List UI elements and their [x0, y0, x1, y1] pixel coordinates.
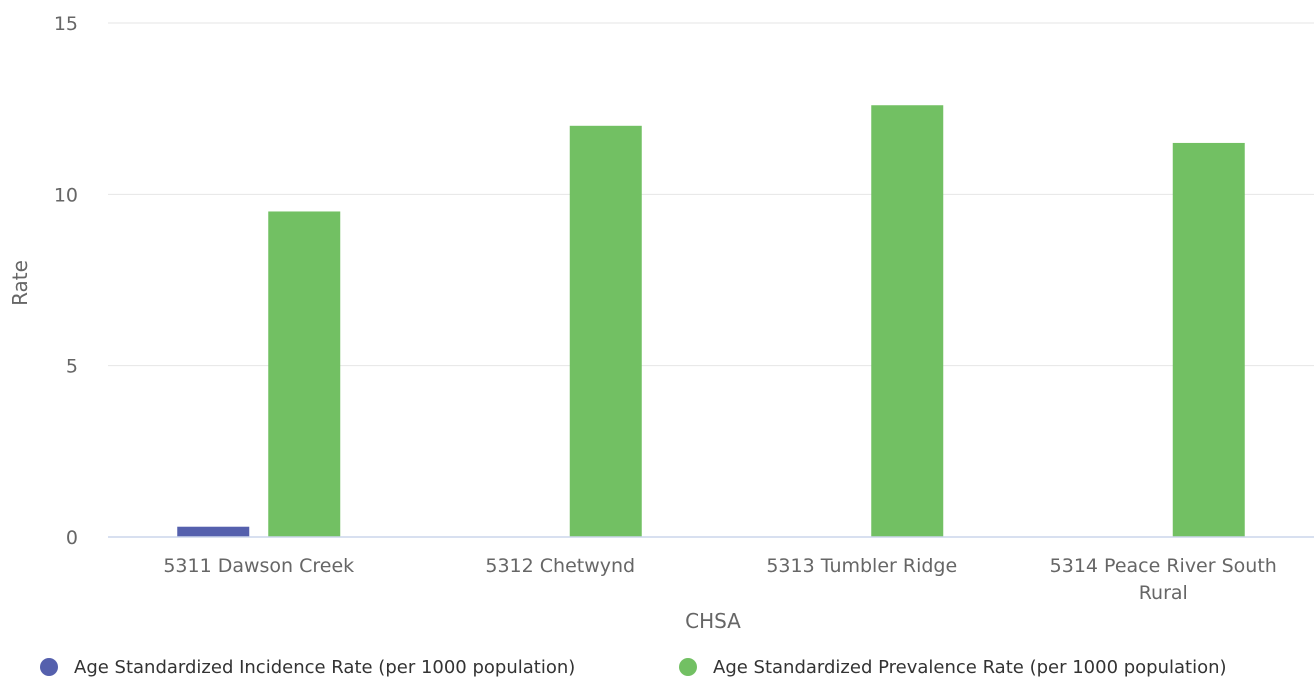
- y-tick-label: 5: [66, 356, 78, 378]
- bars: [177, 105, 1245, 538]
- legend-item-incidence[interactable]: Age Standardized Incidence Rate (per 100…: [40, 654, 575, 680]
- y-tick-label: 0: [66, 527, 78, 549]
- bar-incidence[interactable]: [177, 526, 250, 537]
- bar-prevalence[interactable]: [569, 125, 642, 538]
- legend-item-prevalence[interactable]: Age Standardized Prevalence Rate (per 10…: [679, 654, 1227, 680]
- legend-label-prevalence: Age Standardized Prevalence Rate (per 10…: [713, 656, 1227, 678]
- bar-prevalence[interactable]: [871, 105, 944, 538]
- legend-label-incidence: Age Standardized Incidence Rate (per 100…: [74, 656, 576, 678]
- x-axis-ticks: 5311 Dawson Creek 5312 Chetwynd 5313 Tumbl…: [163, 555, 1277, 604]
- x-tick-label: 5311 Dawson Creek: [163, 555, 354, 577]
- legend-marker-incidence: [40, 658, 58, 676]
- legend-marker-prevalence: [679, 658, 697, 676]
- y-axis-ticks: 0 5 10 15: [54, 13, 78, 549]
- x-tick-label: 5312 Chetwynd: [485, 555, 635, 577]
- x-axis-title: CHSA: [685, 609, 741, 633]
- bar-prevalence[interactable]: [268, 211, 341, 537]
- x-tick-label: 5313 Tumbler Ridge: [766, 555, 957, 577]
- legend: Age Standardized Incidence Rate (per 100…: [0, 654, 1314, 680]
- y-tick-label: 10: [54, 184, 78, 206]
- x-tick-label: 5314 Peace River South: [1050, 555, 1277, 577]
- x-tick-label: Rural: [1139, 582, 1188, 604]
- y-tick-label: 15: [54, 13, 78, 35]
- bar-prevalence[interactable]: [1172, 142, 1245, 537]
- y-axis-title: Rate: [8, 260, 32, 306]
